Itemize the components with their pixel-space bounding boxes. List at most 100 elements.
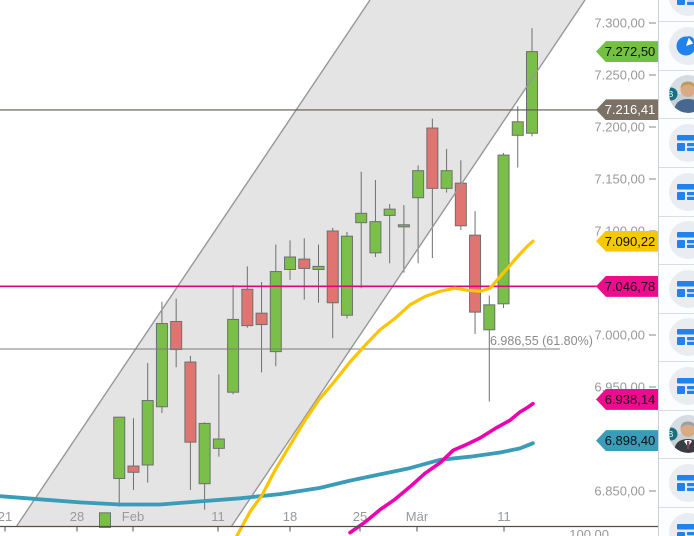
- candle: [198, 422, 211, 510]
- y-axis-label: 6.850,00: [594, 484, 645, 499]
- candle-body-up: [198, 422, 211, 485]
- sidebar-separator: [659, 70, 694, 71]
- layout-widget-icon: [677, 474, 694, 491]
- sidebar-separator: [659, 118, 694, 119]
- layout-widget-icon: [677, 183, 694, 200]
- sidebar-item-layout-widget[interactable]: [659, 118, 694, 167]
- sidebar-item-layout-widget[interactable]: [659, 507, 694, 536]
- candle: [184, 355, 197, 490]
- candle: [454, 160, 467, 230]
- candle: [369, 180, 382, 257]
- candle-body-up: [227, 318, 240, 393]
- layout-widget-button[interactable]: [669, 172, 694, 211]
- candle: [255, 281, 268, 373]
- candle-body-up: [284, 256, 297, 270]
- candle-body-down: [426, 127, 439, 189]
- layout-widget-icon: [677, 329, 694, 345]
- candle-body-down: [184, 361, 197, 443]
- x-axis-label: 25: [353, 509, 367, 524]
- candle: [127, 418, 140, 490]
- channel-upper-line[interactable]: [16, 0, 371, 527]
- sidebar-item-layout-widget[interactable]: [659, 361, 694, 410]
- candle: [284, 240, 297, 280]
- candle-body-up: [355, 212, 368, 224]
- layout-widget-button[interactable]: [669, 318, 694, 356]
- candle: [170, 298, 183, 368]
- candle-body-up: [525, 51, 538, 134]
- candle: [312, 244, 325, 303]
- layout-widget-button[interactable]: [669, 366, 694, 405]
- candle: [155, 301, 168, 413]
- price-badge: 6.938,14: [596, 388, 658, 410]
- sidebar-separator: [659, 410, 694, 411]
- sidebar-separator: [659, 167, 694, 168]
- sidebar-item-expert-avatar-1[interactable]: B: [659, 70, 694, 118]
- layout-widget-button[interactable]: [669, 0, 694, 16]
- svg-text:B: B: [669, 430, 673, 439]
- price-badge: 7.272,50: [596, 41, 658, 63]
- sidebar-item-layout-widget[interactable]: [659, 167, 694, 216]
- candle-body-up: [369, 221, 382, 254]
- sidebar-separator: [659, 458, 694, 459]
- layout-widget-button[interactable]: [669, 123, 694, 162]
- price-badge: 7.090,22: [596, 230, 658, 252]
- candle: [383, 203, 396, 264]
- candles-layer: [99, 28, 538, 528]
- expert-avatar-photo: B: [669, 415, 694, 453]
- layout-widget-button[interactable]: [669, 221, 694, 259]
- expert-avatar-1-button[interactable]: B: [669, 75, 694, 113]
- layout-widget-button[interactable]: [669, 463, 694, 502]
- layout-widget-icon: [677, 232, 694, 248]
- candle-body-down: [170, 320, 183, 351]
- candle: [141, 363, 154, 483]
- candle: [355, 171, 368, 289]
- channel-lower-line[interactable]: [231, 0, 586, 527]
- layout-widget-button[interactable]: [669, 269, 694, 308]
- layout-widget-icon: [677, 134, 694, 151]
- candle: [497, 153, 510, 308]
- candlestick-chart[interactable]: 21 28 Feb 11 18 25 Mär 11 7.300,00 7.250,00 7.200,…: [0, 0, 658, 536]
- candle-body-up: [412, 170, 425, 199]
- x-axis-label: 28: [70, 509, 84, 524]
- price-badge: 6.898,40: [596, 430, 658, 452]
- candle: [397, 205, 410, 273]
- candle-body-up: [99, 512, 111, 528]
- expert-avatar-2-button[interactable]: B: [669, 415, 694, 453]
- x-axis-label: 11: [497, 509, 511, 524]
- sidebar-item-layout-widget[interactable]: [659, 264, 694, 313]
- candle-body-up: [155, 323, 168, 408]
- layout-widget-button[interactable]: [669, 512, 694, 536]
- layout-widget-icon: [677, 523, 694, 536]
- sidebar-item-expert-avatar-2[interactable]: B: [659, 410, 694, 458]
- svg-text:B: B: [669, 90, 673, 99]
- y-axis-label: 7.300,00: [594, 16, 645, 31]
- candle-body-up: [113, 416, 126, 480]
- x-axis-label: Mär: [406, 509, 429, 524]
- candle-body-up: [383, 208, 396, 216]
- fibonacci-level-label[interactable]: 6.986,55 (61.80%): [490, 334, 593, 348]
- candle: [212, 374, 225, 457]
- x-axis-label: Feb: [122, 509, 144, 524]
- candle-body-down: [326, 230, 339, 304]
- candle-body-down: [255, 312, 268, 326]
- sidebar-item-layout-widget[interactable]: [659, 216, 694, 264]
- candle: [525, 28, 538, 137]
- sidebar-separator: [659, 216, 694, 217]
- candle-body-down: [454, 182, 467, 227]
- sidebar-item-layout-widget[interactable]: [659, 458, 694, 507]
- pie-chart-button[interactable]: [669, 26, 694, 65]
- candle-body-down: [127, 465, 140, 473]
- candle: [440, 148, 453, 193]
- y-axis-label: 7.150,00: [594, 172, 645, 187]
- candle-body-up: [397, 224, 410, 228]
- candle-body-down: [469, 234, 482, 313]
- sidebar-item-layout-widget[interactable]: [659, 0, 694, 21]
- sidebar-item-pie-chart[interactable]: [659, 21, 694, 70]
- price-badge: 7.046,78: [596, 275, 658, 297]
- y-axis-label: 7.250,00: [594, 68, 645, 83]
- sidebar-separator: [659, 264, 694, 265]
- candle: [269, 244, 282, 367]
- chart-canvas[interactable]: 21 28 Feb 11 18 25 Mär 11 7.300,00 7.250,00 7.200,…: [0, 0, 658, 536]
- sidebar-item-layout-widget[interactable]: [659, 313, 694, 361]
